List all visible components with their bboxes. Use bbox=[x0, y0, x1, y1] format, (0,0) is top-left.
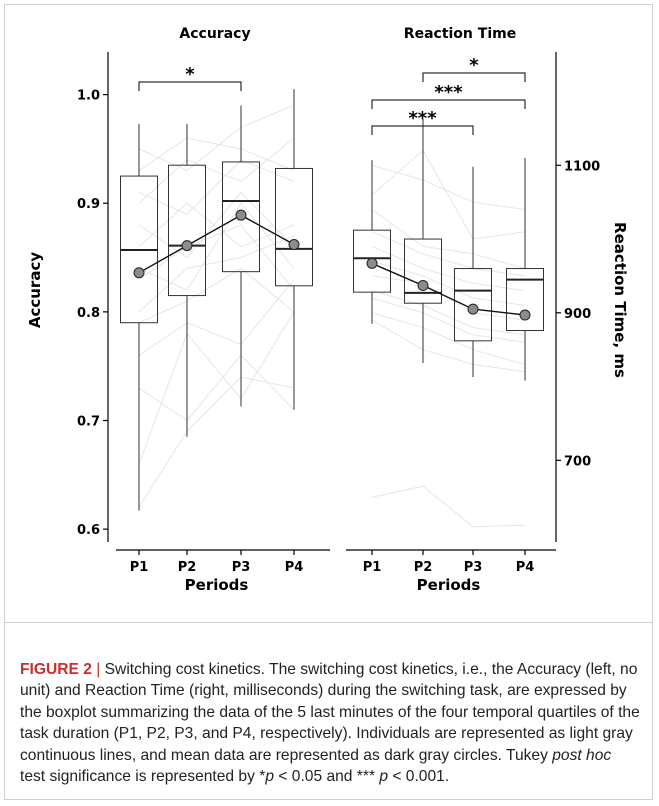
chart-1-mean-point-P4 bbox=[288, 239, 300, 251]
chart-1-individual-line bbox=[138, 191, 295, 259]
chart-2-mean-line bbox=[371, 262, 526, 316]
chart-2-box-P2 bbox=[404, 118, 442, 363]
chart-2-mean-point-P4 bbox=[519, 309, 531, 321]
chart-2-individual-line bbox=[371, 209, 526, 269]
chart-2-box-P1 bbox=[353, 160, 391, 324]
chart-2-mean-point-P3 bbox=[467, 303, 479, 315]
chart-2-y-tick-label: 700 bbox=[564, 454, 591, 469]
chart-2-box-P4 bbox=[506, 157, 544, 381]
bracket-line bbox=[371, 99, 526, 109]
chart-1-x-axis-title: Periods bbox=[185, 576, 249, 594]
bracket-line bbox=[422, 72, 526, 82]
chart-2-individual-line bbox=[371, 164, 526, 210]
caption-p-symbol-1: p bbox=[265, 768, 274, 786]
chart-2-individual-lines bbox=[371, 149, 526, 528]
chart-1-individual-line bbox=[138, 159, 295, 215]
chart-1-individual-line bbox=[138, 105, 295, 172]
caption-p-symbol-2: p bbox=[379, 768, 389, 786]
chart-2-x-tick-label-P2: P2 bbox=[414, 560, 433, 575]
box-iqr bbox=[275, 167, 313, 287]
caption-text-1: Switching cost kinetics. The switching c… bbox=[20, 660, 640, 764]
chart-1-individual-line bbox=[138, 278, 295, 356]
box-iqr bbox=[404, 238, 442, 304]
box-iqr bbox=[353, 229, 391, 293]
chart-2-title: Reaction Time bbox=[404, 26, 516, 42]
chart-1-individual-lines bbox=[138, 105, 295, 508]
chart-1-significance-bracket bbox=[138, 81, 242, 91]
chart-1-x-tick-label-P1: P1 bbox=[130, 560, 149, 575]
caption-separator: | bbox=[96, 660, 101, 678]
chart-2-individual-line bbox=[371, 319, 526, 373]
chart-1-y-axis-title: Accuracy bbox=[26, 252, 44, 328]
chart-2-box-P3 bbox=[454, 166, 492, 377]
chart-2-significance-bracket bbox=[422, 72, 526, 82]
chart-1-mean-line bbox=[138, 214, 295, 274]
chart-1-mean-point-P3 bbox=[235, 209, 247, 221]
box-iqr bbox=[222, 161, 260, 273]
chart-2-individual-line bbox=[371, 260, 526, 306]
chart-1-y-tick-label: 0.7 bbox=[77, 415, 100, 430]
caption-text-2: test significance is represented by * bbox=[20, 768, 266, 786]
chart-1-individual-line bbox=[138, 311, 295, 465]
chart-1-significance-label: * bbox=[185, 64, 195, 85]
chart-2-individual-line bbox=[371, 297, 526, 343]
chart-2-individual-line bbox=[371, 312, 526, 365]
chart-1-y-tick-label: 1.0 bbox=[77, 89, 100, 104]
figure-panels: Accuracy P1 P2 P3 P4 Periods 0.6 0.7 0.8 0.9 1.0 Ac… bbox=[26, 26, 629, 594]
chart-1-box-P1 bbox=[120, 123, 158, 511]
chart-2-individual-line bbox=[371, 290, 526, 336]
chart-2-significance-label: * bbox=[469, 55, 479, 76]
chart-2-individual-line bbox=[371, 485, 526, 528]
chart-2-x-tick-label-P3: P3 bbox=[464, 560, 483, 575]
caption-post-hoc: post hoc bbox=[552, 746, 612, 764]
chart-1-box-P3 bbox=[222, 105, 260, 407]
chart-2-significance-label: *** bbox=[434, 82, 463, 103]
chart-1-y-tick-label: 0.6 bbox=[77, 523, 100, 538]
chart-1-individual-line bbox=[138, 267, 295, 324]
box-iqr bbox=[454, 268, 492, 342]
chart-2-individual-line bbox=[371, 245, 526, 292]
chart-2-mean-point-P1 bbox=[366, 257, 378, 269]
figure-frame bbox=[4, 4, 653, 800]
chart-1-title: Accuracy bbox=[179, 26, 250, 42]
caption-text-4: < 0.001. bbox=[388, 768, 450, 786]
chart-1-individual-line bbox=[138, 202, 295, 291]
chart-1-y-tick-label: 0.8 bbox=[77, 306, 100, 321]
box-iqr bbox=[168, 164, 206, 297]
caption-divider bbox=[4, 622, 653, 623]
bracket-line bbox=[138, 81, 242, 91]
chart-2-mean-point-P2 bbox=[417, 280, 429, 292]
caption-figure-label: FIGURE 2 bbox=[20, 660, 92, 678]
chart-1-individual-line bbox=[138, 224, 295, 291]
chart-1-individual-line bbox=[138, 376, 295, 508]
chart-1-individual-line bbox=[138, 354, 295, 422]
chart-2-significance-bracket bbox=[371, 125, 474, 135]
box-iqr bbox=[506, 268, 544, 332]
chart-2-significance-label: *** bbox=[408, 108, 437, 129]
chart-1-individual-line bbox=[138, 137, 295, 172]
chart-1-y-tick-label: 0.9 bbox=[77, 197, 100, 212]
chart-2-individual-line bbox=[371, 149, 526, 240]
chart-2-individual-line bbox=[371, 231, 526, 277]
chart-1-mean-point-P1 bbox=[133, 267, 145, 279]
chart-1-x-tick-label-P3: P3 bbox=[232, 560, 251, 575]
chart-1-individual-line bbox=[138, 235, 295, 313]
bracket-line bbox=[371, 125, 474, 135]
chart-2-significance-bracket bbox=[371, 99, 526, 109]
chart-2-y-tick-label: 900 bbox=[564, 307, 591, 322]
chart-2-x-tick-label-P4: P4 bbox=[516, 560, 535, 575]
chart-2-x-tick-label-P1: P1 bbox=[363, 560, 382, 575]
caption-text-3: < 0.05 and *** bbox=[274, 768, 380, 786]
chart-1-mean-point-P2 bbox=[181, 240, 193, 252]
chart-1-individual-line bbox=[138, 137, 295, 204]
chart-1-x-tick-label-P4: P4 bbox=[285, 560, 304, 575]
chart-2-y-tick-label: 1100 bbox=[564, 159, 600, 174]
chart-1-x-tick-label-P2: P2 bbox=[178, 560, 197, 575]
chart-2-y-axis-title: Reaction Time, ms bbox=[611, 222, 629, 378]
figure-caption: FIGURE 2 | Switching cost kinetics. The … bbox=[20, 659, 640, 788]
chart-2-x-axis-title: Periods bbox=[417, 576, 481, 594]
